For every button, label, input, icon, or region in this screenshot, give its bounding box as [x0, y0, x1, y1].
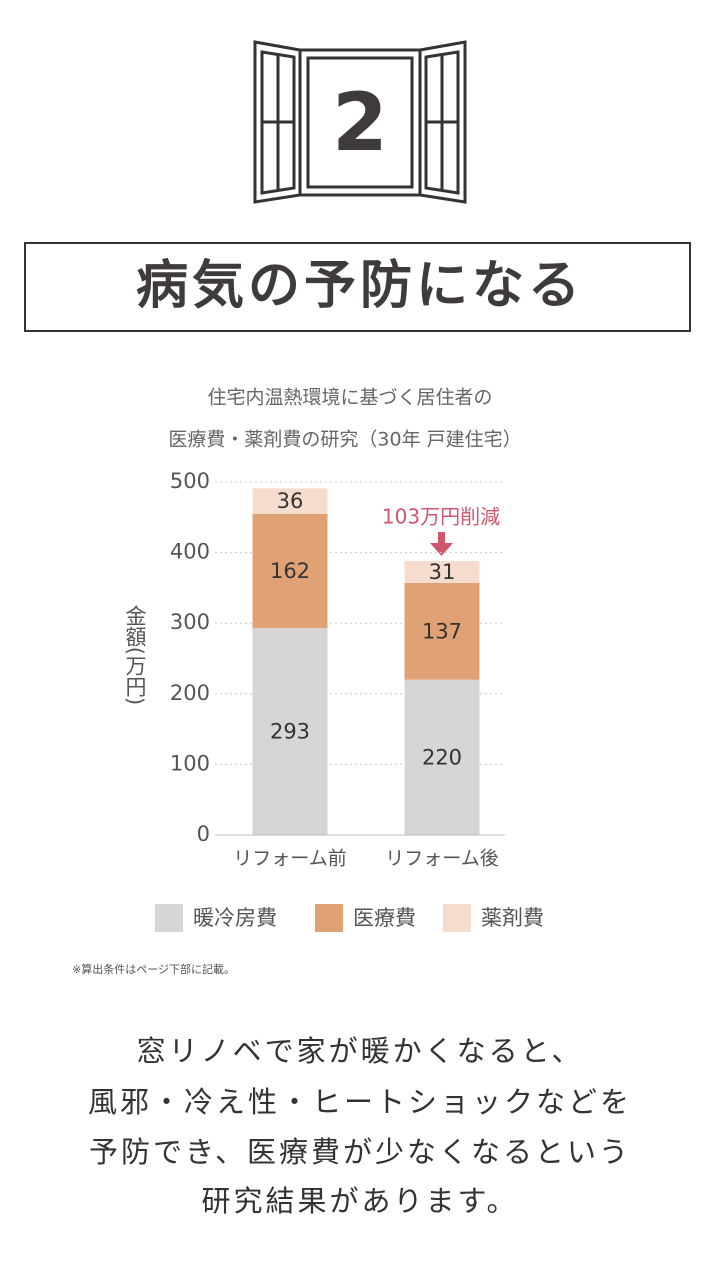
annotation-arrow [430, 532, 453, 556]
bar-segment [404, 561, 480, 583]
legend-label: 薬剤費 [481, 906, 544, 930]
legend-label: 暖冷房費 [193, 906, 277, 930]
body-line: 風邪・冷え性・ヒートショックなどを [88, 1085, 632, 1119]
body-line: 予防でき、医療費が少なくなるという [89, 1135, 631, 1169]
data-label: 162 [270, 559, 310, 583]
y-tick-label: 100 [170, 751, 210, 775]
bar-segment [252, 488, 328, 514]
y-axis-label: 金額(万円) [123, 605, 147, 705]
heading-box [24, 242, 691, 332]
y-tick-label: 300 [170, 610, 210, 634]
window-icon [253, 40, 467, 204]
chart-title: 住宅内温熱環境に基づく居住者の [207, 387, 492, 409]
y-tick-label: 200 [170, 681, 210, 705]
note: ※算出条件はページ下部に記載。 [72, 962, 235, 976]
y-tick-label: 0 [197, 822, 210, 846]
data-label: 293 [270, 720, 310, 744]
y-tick-label: 400 [170, 540, 210, 564]
data-label: 36 [277, 489, 304, 513]
x-tick-label: リフォーム前 [233, 848, 346, 870]
badge-number: 2 [332, 76, 388, 169]
heading: 病気の予防になる [136, 256, 584, 316]
legend-label: 医療費 [353, 906, 416, 930]
body-line: 窓リノベで家が暖かくなると、 [137, 1034, 584, 1068]
legend-swatch [315, 904, 343, 932]
data-label: 31 [429, 560, 456, 584]
data-label: 137 [422, 619, 462, 643]
chart-title: 医療費・薬剤費の研究（30年 戸建住宅） [168, 429, 521, 451]
bar-segment [252, 628, 328, 835]
annotation: 103万円削減 [382, 505, 500, 529]
y-tick-label: 500 [170, 469, 210, 493]
bar-segment [404, 582, 480, 680]
bar-segment [252, 513, 328, 629]
legend-swatch [155, 904, 183, 932]
bar-segment [404, 679, 480, 835]
legend-swatch [443, 904, 471, 932]
data-label: 220 [422, 745, 462, 769]
body-line: 研究結果があります。 [201, 1184, 518, 1218]
x-tick-label: リフォーム後 [385, 848, 498, 870]
